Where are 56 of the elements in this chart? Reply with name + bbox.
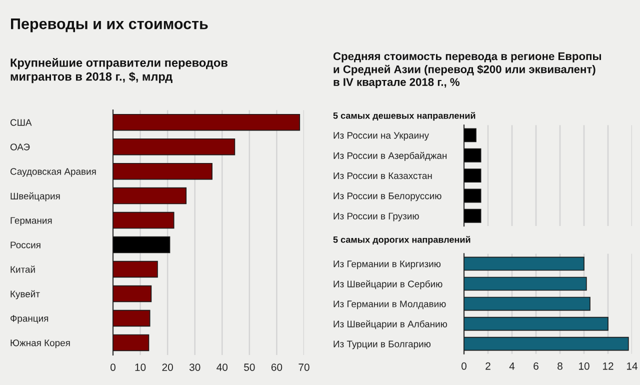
bar [113,260,158,278]
x-tick-label: 10 [579,362,590,370]
x-tick-label: 0 [462,362,466,370]
bar [113,310,150,327]
y-tick-label: Китай [10,266,35,273]
x-tick-label: 2 [486,362,490,370]
y-tick-label: Из России в Грузию [334,212,419,222]
bar [113,236,170,254]
x-tick-label: 60 [271,364,282,371]
y-tick-label: Из России в Белоруссию [334,192,442,202]
bar [464,296,590,311]
y-tick-label: Из Турции в Болгарию [334,340,431,350]
bar [464,336,629,351]
bar [464,316,608,331]
y-tick-label: Из Швейцарии в Сербию [334,280,442,290]
x-tick-label: 50 [244,364,255,371]
x-tick-label: 0 [110,364,116,371]
y-tick-label: Франция [10,315,48,324]
chart-title: Переводы и их стоимость [11,18,208,32]
x-tick-label: 12 [603,362,614,370]
x-tick-label: 30 [189,364,200,371]
bar [464,276,587,291]
x-tick-label: 14 [627,362,638,370]
y-tick-label: ОАЭ [10,144,30,150]
x-tick-label: 6 [534,362,538,370]
y-tick-label: Из России на Украину [334,132,429,141]
y-tick-label: Кувейт [10,290,40,300]
chart-subtitle: 5 самых дешевых направлений [333,112,476,121]
x-tick-label: 20 [162,364,173,371]
y-tick-label: США [10,119,32,126]
y-tick-label: Саудовская Аравия [10,168,96,177]
y-tick-label: Из России в Казахстан [334,172,432,180]
x-tick-label: 4 [509,362,515,370]
bar [113,334,150,352]
bar [113,162,212,180]
bar [113,114,300,131]
bar [113,212,174,229]
y-tick-label: Германия [10,217,52,226]
chart-title: 5 самых дорогих направлений [333,236,470,245]
bar [113,187,187,204]
y-tick-label: Южная Корея [10,340,70,348]
y-tick-label: Россия [10,242,40,248]
y-tick-label: Из Германии в Киргизию [334,260,441,270]
x-tick-label: 70 [298,364,310,371]
y-tick-label: Из Германии в Молдавию [334,300,446,310]
x-tick-label: 10 [135,364,146,371]
y-tick-label: Из России в Азербайджан [334,152,447,161]
x-tick-label: 8 [558,362,562,370]
chart-subtitle: Крупнейшие отправители переводов мигрантов в 2018 г., $, млрд [10,58,228,84]
bar [113,285,152,302]
chart-title: Средняя стоимость перевода в регионе Европы и Средней Азии (перевод $200 или эквивалент) в IV квартале 2018 г., % [333,52,601,88]
y-tick-label: Швейцария [10,192,60,202]
bar [464,256,584,271]
x-tick-label: 40 [216,364,228,371]
bar [113,138,236,156]
y-tick-label: Из Швейцарии в Албанию [334,320,448,330]
